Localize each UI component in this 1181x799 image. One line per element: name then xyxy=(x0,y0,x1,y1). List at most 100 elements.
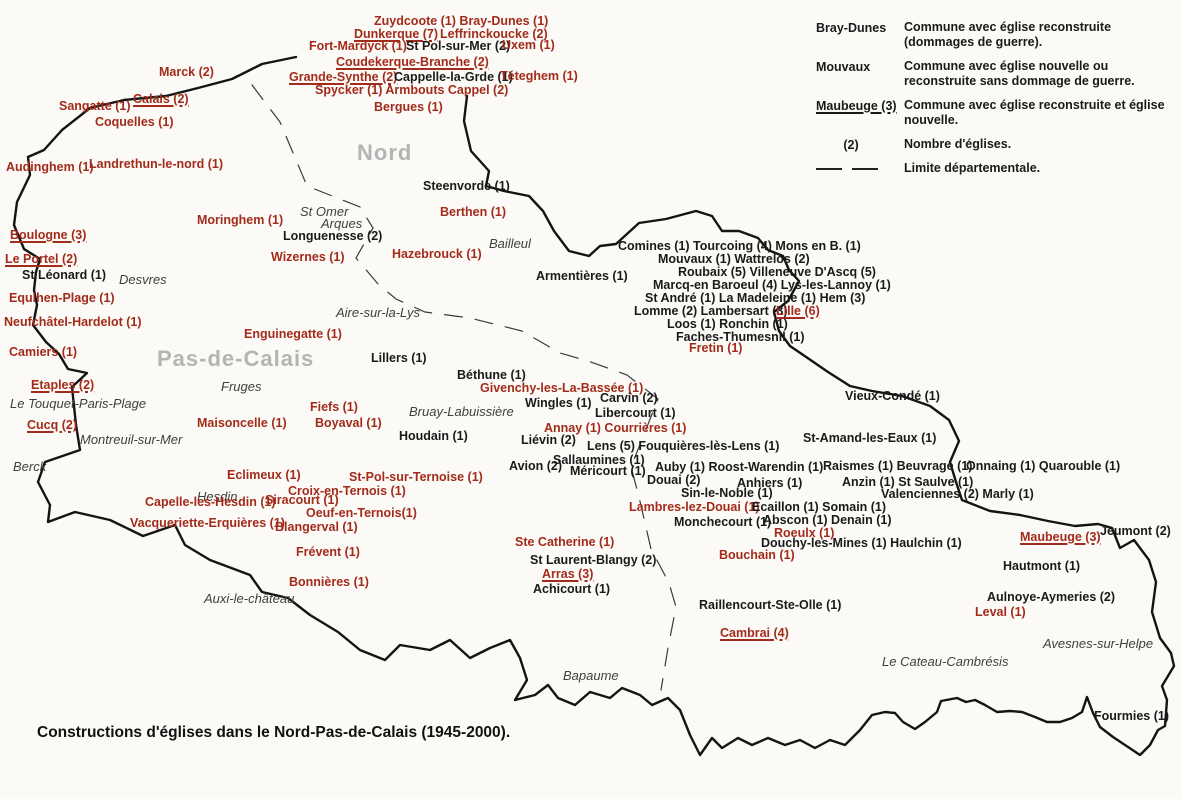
map-label: Achicourt (1) xyxy=(533,582,611,596)
legend-symbol-red-underline: Maubeuge (3) xyxy=(816,99,897,113)
map-label: Wingles (1) xyxy=(525,396,592,410)
map-label: Hazebrouck (1) xyxy=(392,247,482,261)
departmental-limit-line xyxy=(251,84,677,691)
map-label: Boyaval (1) xyxy=(315,416,382,430)
map-label: St-Pol-sur-Ternoise (1) xyxy=(349,470,483,484)
legend-item-limite: Limite départementale. xyxy=(816,161,1178,176)
map-label: St-Amand-les-Eaux (1) xyxy=(803,431,937,445)
map-label: Leval (1) xyxy=(975,605,1026,619)
map-label: Onnaing (1) Quarouble (1) xyxy=(966,459,1121,473)
legend-desc: Commune avec église reconstruite (dommag… xyxy=(904,20,1112,49)
map-label: Roeulx (1) xyxy=(774,526,835,540)
legend-item-nouvelle: Mouvaux Commune avec église nouvelle ou … xyxy=(816,59,1178,89)
map-label: Aulnoye-Aymeries (2) xyxy=(987,590,1116,604)
map-label: Auby (1) Roost-Warendin (1) xyxy=(655,460,824,474)
map-label: Bruay-Labuissière xyxy=(409,404,514,419)
map-label: Anzin (1) St Saulve (1) xyxy=(842,475,974,489)
map-label: Camiers (1) xyxy=(9,345,78,359)
map-title: Constructions d'églises dans le Nord-Pas… xyxy=(37,724,511,741)
map-label: Téteghem (1) xyxy=(500,69,578,83)
map-label: Jeumont (2) xyxy=(1100,524,1171,538)
map-label: Desvres xyxy=(119,272,167,287)
map-label: Uxem (1) xyxy=(502,38,555,52)
map-label: Sallaumines (1) xyxy=(553,453,645,467)
map-label: Etaples (2) xyxy=(31,378,95,392)
map-label: Raismes (1) Beuvrage (1) xyxy=(823,459,973,473)
map-label: Montreuil-sur-Mer xyxy=(80,432,183,447)
map-label: Bailleul xyxy=(489,236,531,251)
map-label: Le Touquet-Paris-Plage xyxy=(10,396,147,411)
map-label: Comines (1) Tourcoing (4) Mons en B. (1) xyxy=(618,239,861,253)
map-label: Liévin (2) xyxy=(521,433,576,447)
map-label: Boulogne (3) xyxy=(10,228,87,242)
legend-item-reconstruite: Bray-Dunes Commune avec église reconstru… xyxy=(816,20,1178,50)
map-label: Bergues (1) xyxy=(374,100,443,114)
map-label: Blangerval (1) xyxy=(275,520,358,534)
legend-item-mixte: Maubeuge (3) Commune avec église reconst… xyxy=(816,98,1178,128)
map-label: Maisoncelle (1) xyxy=(197,416,287,430)
map-label: Le Portel (2) xyxy=(5,252,78,266)
map-label: Annay (1) Courrières (1) xyxy=(544,421,687,435)
map-label: Hesdin xyxy=(197,489,238,504)
map-label: Calais (2) xyxy=(133,92,189,106)
legend-symbol-count: (2) xyxy=(843,138,859,152)
map-label: Neufchâtel-Hardelot (1) xyxy=(4,315,142,329)
map-label: Coudekerque-Branche (2) xyxy=(336,55,489,69)
map-label: St Pol-sur-Mer (2) xyxy=(406,39,511,53)
map-label: Raillencourt-Ste-Olle (1) xyxy=(699,598,842,612)
map-label: Enguinegatte (1) xyxy=(244,327,342,341)
map-label: Cappelle-la-Grde (1) xyxy=(394,70,513,84)
map-label: Houdain (1) xyxy=(399,429,468,443)
map-label: Bonnières (1) xyxy=(289,575,369,589)
map-label: Givenchy-les-La-Bassée (1) xyxy=(480,381,644,395)
map-label: Loos (1) Ronchin (1) xyxy=(667,317,788,331)
map-label: Capelle-les-Hesdin (1) xyxy=(145,495,276,509)
legend-symbol-red: Bray-Dunes xyxy=(816,21,887,35)
map-label: Marck (2) xyxy=(159,65,214,79)
legend-desc: Commune avec église nouvelle ou reconstr… xyxy=(904,59,1135,88)
map-label: Cucq (2) xyxy=(27,418,77,432)
map-label: Aire-sur-la-Lys xyxy=(336,305,421,320)
map-label: Faches-Thumesnil (1) xyxy=(676,330,805,344)
map-label: Leffrinckoucke (2) xyxy=(440,27,548,41)
map-label: Douchy-les-Mines (1) Haulchin (1) xyxy=(761,536,962,550)
map-label: Coquelles (1) xyxy=(95,115,174,129)
map-label: Grande-Synthe (2) xyxy=(289,70,398,84)
map-label: Lille (6) xyxy=(776,304,820,318)
map-label: Carvin (2) xyxy=(600,391,658,405)
map-label: Monchecourt (1) xyxy=(674,515,772,529)
map-label: Ecaillon (1) Somain (1) xyxy=(752,500,887,514)
map-label: Béthune (1) xyxy=(457,368,526,382)
map-label: Mouvaux (1) Wattrelos (2) xyxy=(658,252,810,266)
map-label: Fruges xyxy=(221,379,262,394)
map-label: Fretin (1) xyxy=(689,341,743,355)
map-label: Armentières (1) xyxy=(536,269,628,283)
map-label: Marcq-en Baroeul (4) Lys-les-Lannoy (1) xyxy=(653,278,891,292)
map-label: Cambrai (4) xyxy=(720,626,789,640)
map-label: Longuenesse (2) xyxy=(283,229,383,243)
map-label: Libercourt (1) xyxy=(595,406,676,420)
legend-item-nombre: (2) Nombre d'églises. xyxy=(816,137,1178,152)
map-label: Le Cateau-Cambrésis xyxy=(882,654,1009,669)
legend-desc: Commune avec église reconstruite et égli… xyxy=(904,98,1165,127)
legend: Bray-Dunes Commune avec église reconstru… xyxy=(816,20,1178,185)
map-label: Sin-le-Noble (1) xyxy=(681,486,773,500)
region-name-label: Nord xyxy=(357,140,413,165)
map-label: Dunkerque (7) xyxy=(354,27,439,41)
map-label: St Omer xyxy=(300,204,349,219)
map-label: Zuydcoote (1) Bray-Dunes (1) xyxy=(374,14,549,28)
map-label: Roubaix (5) Villeneuve D'Ascq (5) xyxy=(678,265,876,279)
map-label: Lillers (1) xyxy=(371,351,427,365)
map-label: Landrethun-le-nord (1) xyxy=(89,157,224,171)
map-label: Vieux-Condé (1) xyxy=(845,389,940,403)
dashed-line-icon xyxy=(816,161,904,170)
map-label: Méricourt (1) xyxy=(570,464,646,478)
legend-desc: Limite départementale. xyxy=(904,161,1041,175)
map-label: St Laurent-Blangy (2) xyxy=(530,553,657,567)
map-label: Bouchain (1) xyxy=(719,548,795,562)
map-label: Abscon (1) Denain (1) xyxy=(763,513,892,527)
map-label: Spycker (1) Armbouts Cappel (2) xyxy=(315,83,509,97)
map-label: Anhiers (1) xyxy=(737,476,803,490)
